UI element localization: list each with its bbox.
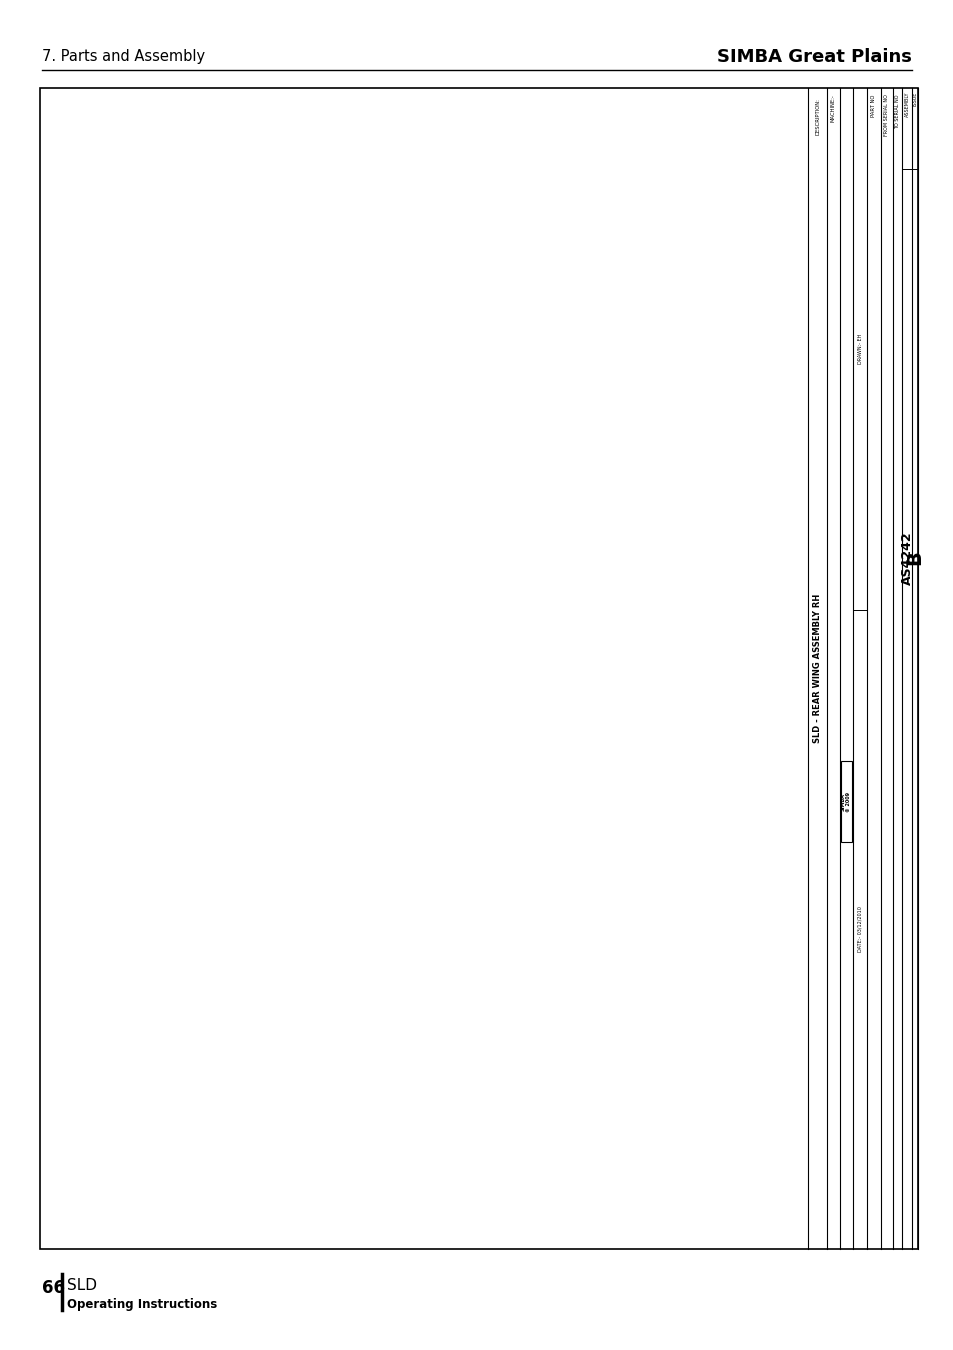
Text: PART NO: PART NO bbox=[870, 95, 876, 117]
Text: DESCRIPTION:: DESCRIPTION: bbox=[814, 99, 820, 135]
Text: SIMBA
© 2009: SIMBA © 2009 bbox=[841, 792, 850, 811]
Text: SIMBA Great Plains: SIMBA Great Plains bbox=[717, 47, 911, 66]
Text: AS4242: AS4242 bbox=[900, 531, 913, 585]
Text: SLD: SLD bbox=[67, 1277, 96, 1293]
Bar bbox=[40, 88, 917, 1249]
Text: B: B bbox=[904, 551, 923, 566]
Text: 7. Parts and Assembly: 7. Parts and Assembly bbox=[42, 49, 205, 65]
Text: TO SERIAL NO: TO SERIAL NO bbox=[894, 95, 900, 130]
Text: ISSUE: ISSUE bbox=[911, 92, 917, 107]
Text: 66: 66 bbox=[42, 1278, 65, 1297]
Text: DATE:- 03/12/2010: DATE:- 03/12/2010 bbox=[857, 907, 862, 952]
Text: FROM SERIAL NO: FROM SERIAL NO bbox=[883, 95, 888, 136]
Text: DRAWN:- EH: DRAWN:- EH bbox=[857, 333, 862, 364]
Bar bbox=[840, 761, 851, 842]
Text: SLD - REAR WING ASSEMBLY RH: SLD - REAR WING ASSEMBLY RH bbox=[812, 594, 821, 742]
Text: Operating Instructions: Operating Instructions bbox=[67, 1297, 216, 1311]
Text: MACHINE:-: MACHINE:- bbox=[830, 95, 835, 123]
Text: ASSEMBLY: ASSEMBLY bbox=[903, 92, 909, 117]
